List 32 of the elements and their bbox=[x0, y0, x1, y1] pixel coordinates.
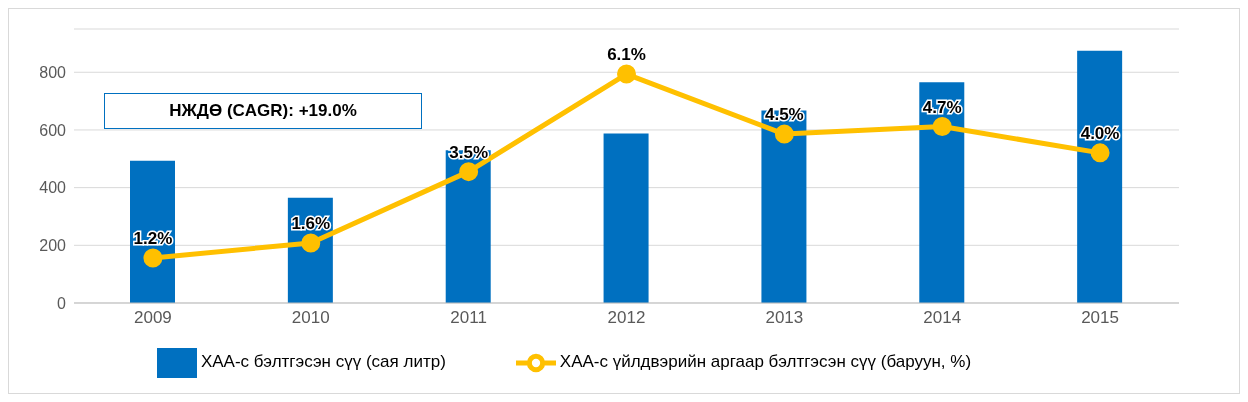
x-tick-label: 2014 bbox=[923, 308, 962, 328]
x-tick-label: 2015 bbox=[1081, 308, 1119, 328]
point bbox=[617, 64, 636, 84]
y-tick-label: 600 bbox=[39, 121, 67, 139]
bar bbox=[603, 133, 649, 303]
data-label: 1.2% bbox=[133, 228, 173, 248]
y-tick-label: 800 bbox=[39, 63, 67, 81]
data-label: 4.5% bbox=[764, 105, 804, 125]
point bbox=[143, 248, 163, 268]
x-tick-label: 2012 bbox=[607, 308, 646, 328]
point bbox=[932, 117, 952, 137]
legend-label: ХАА-с үйлдвэрийн аргаар бэлтгэсэн сүү (баруун, %) bbox=[559, 352, 972, 372]
data-label: 1.6% bbox=[291, 213, 331, 233]
legend-label: ХАА-с бэлтгэсэн сүү (сая литр) bbox=[200, 352, 446, 372]
data-label: 4.0% bbox=[1080, 123, 1120, 143]
point bbox=[459, 162, 479, 182]
x-tick-label: 2010 bbox=[291, 308, 330, 328]
bar bbox=[761, 110, 807, 303]
y-tick-label: 200 bbox=[39, 237, 67, 254]
point bbox=[774, 124, 794, 144]
point bbox=[301, 233, 321, 253]
data-label: 6.1% bbox=[607, 45, 646, 65]
x-tick-label: 2009 bbox=[134, 308, 172, 328]
data-label: 4.7% bbox=[922, 97, 962, 117]
y-tick-label: 400 bbox=[39, 179, 67, 197]
x-tick-label: 2011 bbox=[450, 308, 487, 328]
point bbox=[1090, 143, 1110, 163]
bar bbox=[919, 82, 965, 303]
x-tick-label: 2013 bbox=[765, 308, 804, 328]
y-tick-label: 0 bbox=[57, 294, 67, 312]
annotation: НЖДӨ (CAGR): +19.0% bbox=[104, 93, 422, 129]
bar bbox=[1077, 50, 1123, 303]
